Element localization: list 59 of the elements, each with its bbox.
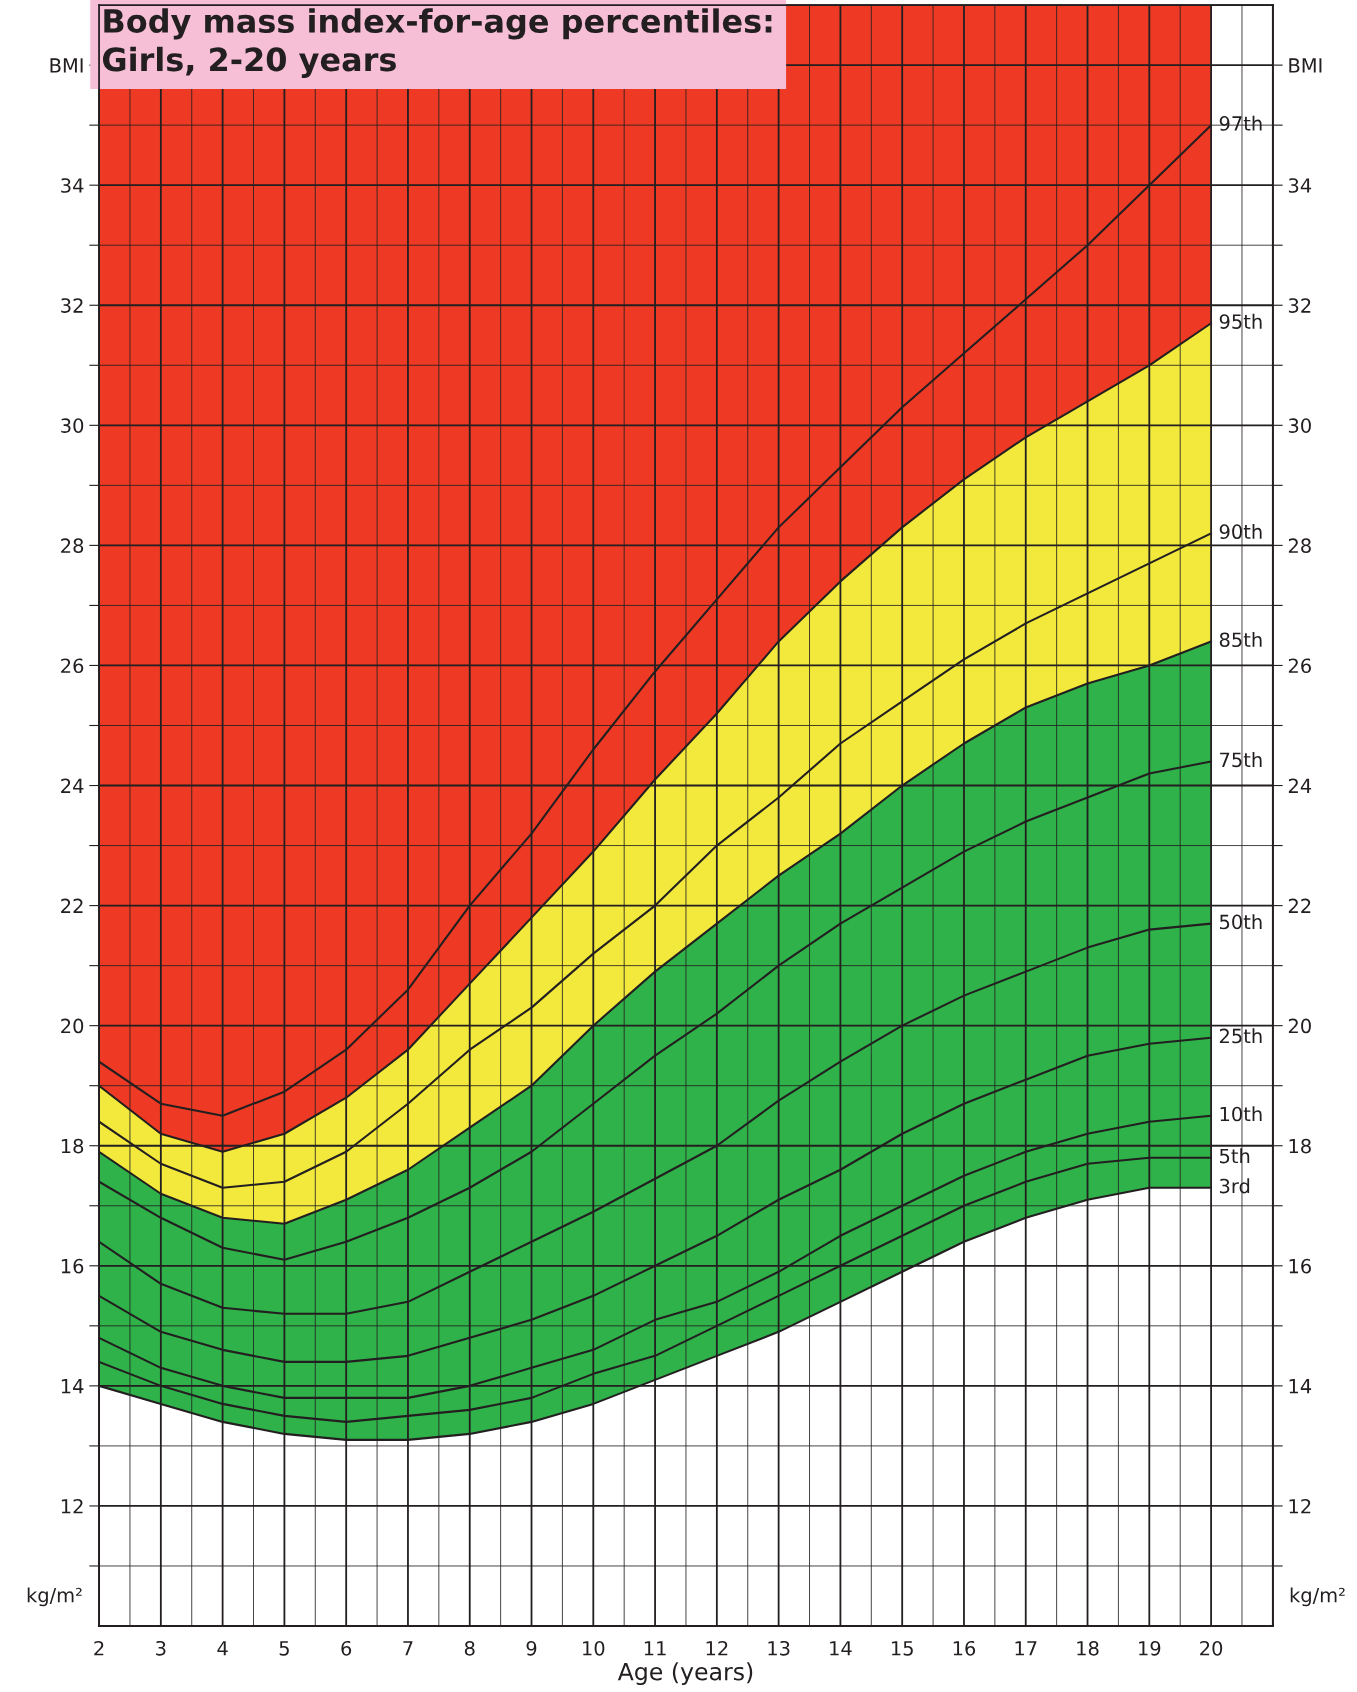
- y-tick-label: 20: [61, 1018, 84, 1034]
- y-axis-title: kg/m²: [27, 1587, 82, 1607]
- y-tick-label: 14: [61, 1379, 84, 1394]
- y2-tick-label: 20: [1288, 1018, 1311, 1034]
- y2-axis-title: kg/m²: [1290, 1587, 1345, 1607]
- y2-tick-label: 28: [1288, 538, 1311, 554]
- y2-tick-label: 22: [1288, 898, 1311, 913]
- y2-tick-label: 30: [1288, 418, 1311, 433]
- text: Body mass index-for-age percentiles: Girls, 2-20 years: [103, 8, 772, 78]
- x-tick-label: 13: [768, 1640, 790, 1656]
- y-tick-label: 18: [61, 1138, 84, 1154]
- series-label: 97th: [1219, 115, 1262, 131]
- y-tick-label: 22: [61, 898, 83, 913]
- y-tick-label: 26: [61, 658, 84, 674]
- y-tick-label: 28: [61, 538, 84, 554]
- y-tick-label: 16: [61, 1258, 84, 1274]
- series-label: 25th: [1219, 1028, 1262, 1044]
- x-tick-label: 6: [341, 1640, 352, 1656]
- x-tick-label: 4: [217, 1641, 228, 1656]
- x-tick-label: 15: [891, 1641, 913, 1656]
- y2-tick-label: 16: [1289, 1258, 1311, 1274]
- y2-tick-label: 26: [1288, 658, 1311, 674]
- y-tick-label: BMI: [50, 58, 83, 73]
- x-tick-label: 12: [706, 1640, 728, 1656]
- x-tick-label: 9: [526, 1640, 537, 1656]
- y2-tick-label: 12: [1289, 1498, 1311, 1514]
- x-tick-label: 10: [583, 1640, 605, 1656]
- series-label: 85th: [1219, 632, 1262, 648]
- y2-tick-label: BMI: [1289, 58, 1322, 73]
- y-tick-label: 30: [61, 418, 84, 433]
- x-tick-label: 19: [1139, 1640, 1161, 1656]
- x-tick-label: 3: [156, 1640, 166, 1656]
- y-tick-label: 24: [61, 778, 84, 793]
- series-label: 90th: [1219, 523, 1262, 540]
- x-tick-label: 11: [644, 1641, 666, 1656]
- y2-tick-label: 34: [1288, 178, 1312, 193]
- x-tick-label: 7: [403, 1641, 413, 1656]
- x-tick-label: 16: [953, 1640, 976, 1656]
- x-tick-label: 17: [1015, 1641, 1037, 1656]
- y2-tick-label: 18: [1289, 1138, 1311, 1154]
- y-tick-label: 12: [61, 1498, 83, 1514]
- x-tick-label: 20: [1200, 1640, 1223, 1656]
- series-label: 75th: [1220, 752, 1262, 768]
- x-tick-label: 14: [830, 1641, 852, 1656]
- y-tick-label: 34: [61, 178, 84, 193]
- series-label: 10th: [1220, 1106, 1262, 1122]
- x-tick-label: 8: [464, 1640, 475, 1656]
- y-tick-label: 32: [61, 298, 83, 313]
- y2-tick-label: 24: [1288, 778, 1312, 793]
- x-tick-label: 5: [279, 1641, 289, 1656]
- y2-tick-label: 32: [1288, 298, 1311, 313]
- series-label: 50th: [1220, 914, 1262, 930]
- series-label: 95th: [1219, 313, 1262, 329]
- x-tick-label: 2: [94, 1640, 104, 1656]
- y2-tick-label: 14: [1289, 1379, 1312, 1394]
- x-axis-title: Age (years): [617, 1662, 753, 1686]
- x-tick-label: 18: [1077, 1640, 1099, 1656]
- series-label: 3rd: [1219, 1178, 1250, 1194]
- series-label: 5th: [1220, 1148, 1250, 1164]
